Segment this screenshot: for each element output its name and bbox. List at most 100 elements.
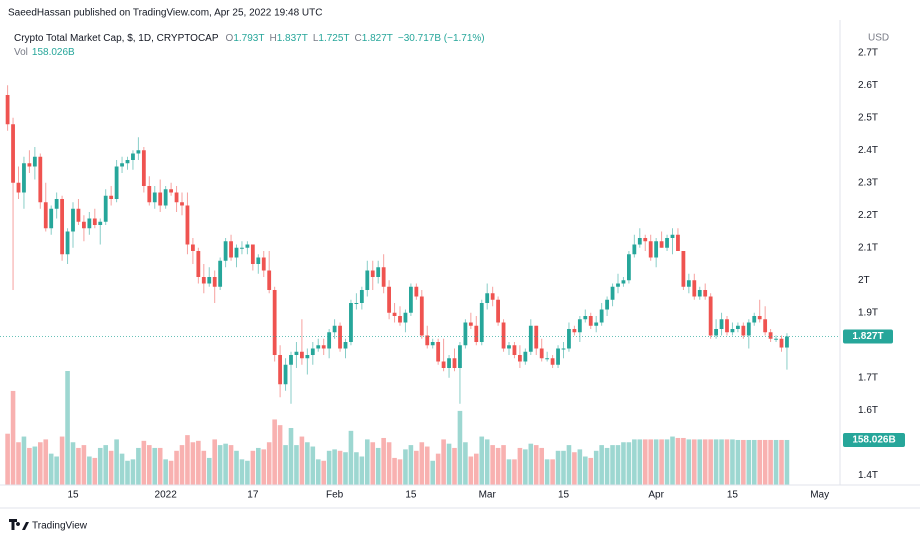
candle-body [76,208,81,222]
volume-bar [555,450,561,485]
candle-body [283,364,288,385]
candle-body [343,342,348,349]
candle-body [87,218,92,229]
volume-bar [250,450,256,485]
candle-body [523,351,528,362]
candle-body [109,195,114,199]
candle-body [583,316,588,320]
volume-bar [730,439,735,485]
candle-body [474,325,479,342]
candle-body [692,280,697,297]
change: −30.717B (−1.71%) [398,33,485,44]
candle-body [539,348,544,359]
volume-bar [321,460,326,485]
legend-key: C [355,33,362,44]
candle-body [11,124,15,183]
candle-body [359,290,364,303]
candle-body [207,277,212,284]
candle-body [594,322,599,326]
candle-body [577,319,582,333]
volume-bar [163,459,168,485]
volume-bar [365,439,370,485]
candle-body [409,286,413,313]
volume-bar [32,446,38,485]
volume-bar [419,442,425,485]
volume-bar [544,459,550,485]
candle-body [191,244,195,251]
volume-bar [599,445,604,485]
volume-bar [751,439,757,485]
volume-bar [10,390,16,485]
x-tick-label: 15 [67,490,79,501]
volume-bar [343,452,348,485]
candle-body [332,325,337,333]
candle-body [294,351,299,355]
x-tick-label: May [810,490,829,501]
volume-bar [692,439,697,485]
volume-bar [713,439,719,485]
volume-bar [92,457,98,485]
volume-bar [686,439,692,485]
candle-body [82,221,86,229]
last-price-tag: 1.827T [852,331,883,342]
candle-body [703,290,708,297]
candle-body [22,163,26,193]
volume-bar [272,419,277,485]
y-tick-label: 2.6T [858,80,878,91]
volume-bar [305,442,310,485]
volume-bar [773,439,779,485]
volume-bar [577,449,583,485]
volume-bar [474,453,479,485]
volume-bar [768,439,773,485]
volume-bar [108,450,114,485]
volume-bar [697,439,703,485]
candle-body [180,202,184,206]
candle-body [507,345,511,349]
volume-bar [757,439,762,485]
candle-body [725,319,729,333]
candle-body [452,358,457,368]
candle-body [120,163,124,167]
volume-bar [201,450,207,485]
volume-bar [256,447,261,485]
volume-bar [87,456,92,485]
y-tick-label: 1.7T [858,372,878,383]
y-tick-label: 2.3T [858,177,878,188]
volume-bar [97,447,103,485]
volume-bar [593,450,599,485]
candle-body [327,332,332,349]
volume-bar [310,446,316,485]
candle-body [621,280,626,284]
candle-body [567,329,571,349]
candle-body [256,257,261,264]
candle-body [534,325,539,349]
candle-body [38,156,43,203]
y-tick-label: 2T [858,275,870,286]
volume-bar [212,439,217,485]
volume-bar [348,430,354,485]
volume-bar [495,447,501,485]
volume-bar [539,447,544,485]
volume-bar [266,442,272,485]
volume-bar [370,442,376,485]
candle-body [605,299,609,310]
volume-bar [392,457,397,485]
candle-body [681,251,686,287]
chart-title: Crypto Total Market Cap, $, 1D, CRYPTOCA… [14,33,219,44]
candle-body [398,316,402,323]
candle-body [218,260,223,287]
volume-bar [130,459,136,485]
volume-bar [315,459,321,485]
ohlc-legend: O1.793T H1.837T L1.725T C1.827T [226,33,393,44]
candle-body [447,358,451,368]
x-tick-label: 15 [727,490,739,501]
volume-bar [637,439,643,485]
candle-body [599,309,604,323]
candle-body [92,218,97,225]
candle-body [141,150,146,186]
y-tick-label: 1.9T [858,307,878,318]
candle-body [16,182,21,193]
volume-bar [76,447,81,485]
candle-body [196,251,201,277]
